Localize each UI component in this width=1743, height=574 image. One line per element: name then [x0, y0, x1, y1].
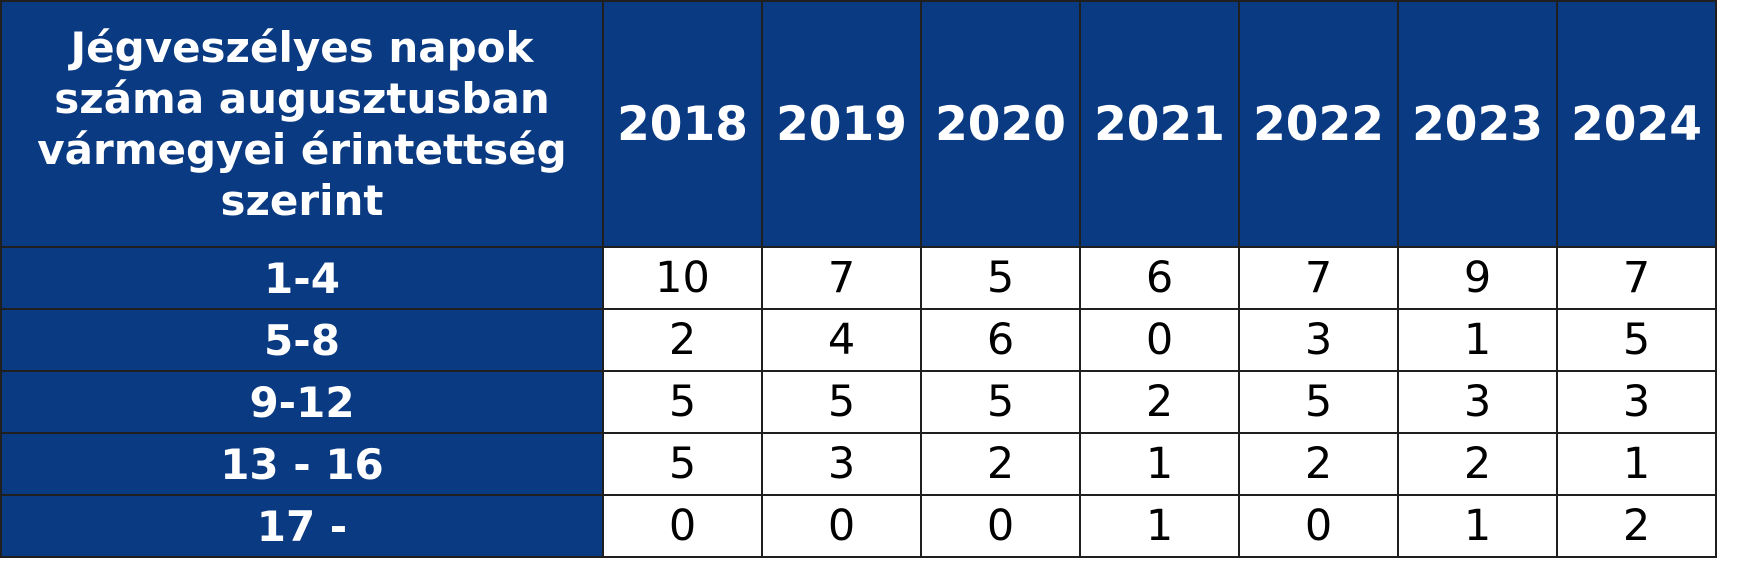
table-cell-value: 3	[1556, 370, 1717, 434]
table-cell-value: 1	[1079, 432, 1240, 496]
row-label: 1-4	[0, 246, 604, 310]
table-cell-value: 1	[1397, 308, 1558, 372]
table-cell-value: 0	[761, 494, 922, 558]
table-cell-value: 6	[920, 308, 1081, 372]
table-title: Jégveszélyes napok száma augusztusban vá…	[0, 0, 604, 248]
column-header-year: 2021	[1079, 0, 1240, 248]
table-cell-value: 1	[1397, 494, 1558, 558]
table-cell-value: 5	[920, 370, 1081, 434]
table-cell-value: 10	[602, 246, 763, 310]
table-row: 1-4 10 7 5 6 7 9 7	[0, 246, 1717, 310]
column-header-year: 2020	[920, 0, 1081, 248]
table-cell-value: 7	[1238, 246, 1399, 310]
table-cell-value: 1	[1556, 432, 1717, 496]
table-cell-value: 2	[602, 308, 763, 372]
column-header-year: 2023	[1397, 0, 1558, 248]
table-cell-value: 5	[1556, 308, 1717, 372]
table-cell-value: 0	[920, 494, 1081, 558]
data-table: Jégveszélyes napok száma augusztusban vá…	[0, 0, 1717, 558]
column-header-year: 2018	[602, 0, 763, 248]
table-cell-value: 3	[1238, 308, 1399, 372]
table-cell-value: 2	[1397, 432, 1558, 496]
table-cell-value: 5	[761, 370, 922, 434]
table-cell-value: 4	[761, 308, 922, 372]
row-label: 17 -	[0, 494, 604, 558]
column-header-year: 2022	[1238, 0, 1399, 248]
table-cell-value: 0	[602, 494, 763, 558]
table-cell-value: 7	[1556, 246, 1717, 310]
table-cell-value: 1	[1079, 494, 1240, 558]
table-cell-value: 5	[602, 432, 763, 496]
row-label: 5-8	[0, 308, 604, 372]
column-header-year: 2024	[1556, 0, 1717, 248]
row-label: 13 - 16	[0, 432, 604, 496]
table-cell-value: 2	[1556, 494, 1717, 558]
table-cell-value: 3	[1397, 370, 1558, 434]
table-cell-value: 2	[920, 432, 1081, 496]
column-header-year: 2019	[761, 0, 922, 248]
header-row: Jégveszélyes napok száma augusztusban vá…	[0, 0, 1717, 248]
table-cell-value: 2	[1238, 432, 1399, 496]
table-cell-value: 5	[1238, 370, 1399, 434]
table-cell-value: 7	[761, 246, 922, 310]
table-cell-value: 0	[1238, 494, 1399, 558]
table-cell-value: 3	[761, 432, 922, 496]
table-cell-value: 5	[920, 246, 1081, 310]
table-cell-value: 0	[1079, 308, 1240, 372]
table-cell-value: 6	[1079, 246, 1240, 310]
table-cell-value: 5	[602, 370, 763, 434]
table-row: 9-12 5 5 5 2 5 3 3	[0, 370, 1717, 434]
table-row: 13 - 16 5 3 2 1 2 2 1	[0, 432, 1717, 496]
table-row: 5-8 2 4 6 0 3 1 5	[0, 308, 1717, 372]
row-label: 9-12	[0, 370, 604, 434]
table-body: Jégveszélyes napok száma augusztusban vá…	[0, 0, 1717, 558]
table-cell-value: 9	[1397, 246, 1558, 310]
table-cell-value: 2	[1079, 370, 1240, 434]
